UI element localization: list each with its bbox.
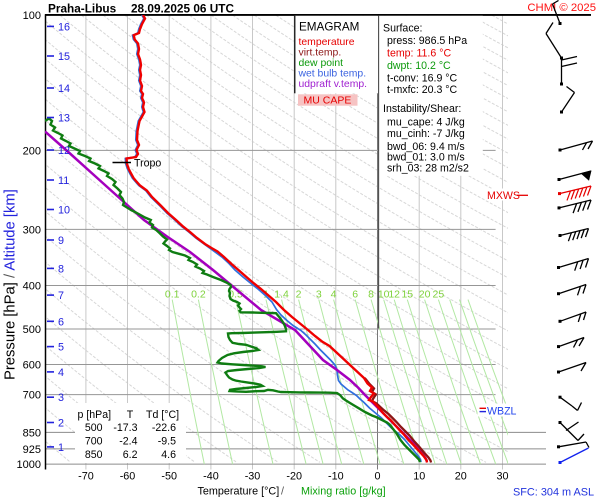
svg-text:600: 600 [23, 359, 41, 371]
svg-text:20: 20 [419, 289, 431, 301]
svg-text:4: 4 [331, 289, 337, 301]
svg-text:t-mxfc: 20.3 °C: t-mxfc: 20.3 °C [387, 84, 458, 96]
svg-text:udpraft v.temp.: udpraft v.temp. [299, 79, 368, 90]
svg-text:temperature: temperature [299, 37, 355, 48]
svg-text:4: 4 [58, 367, 64, 379]
svg-text:0: 0 [374, 471, 380, 483]
svg-text:6.2: 6.2 [123, 449, 138, 461]
svg-text:MXWS: MXWS [487, 190, 520, 202]
svg-text:20: 20 [455, 471, 467, 483]
svg-text:8: 8 [368, 289, 374, 301]
svg-text:bwd_06: 9.4 m/s: bwd_06: 9.4 m/s [387, 141, 465, 153]
svg-text:-40: -40 [203, 471, 219, 483]
svg-text:850: 850 [23, 427, 41, 439]
svg-text:CHMI © 2025: CHMI © 2025 [527, 2, 596, 14]
svg-text:3: 3 [316, 289, 322, 301]
svg-text:1000: 1000 [17, 459, 41, 471]
svg-text:srh_03: 28 m2/s2: srh_03: 28 m2/s2 [387, 162, 469, 174]
svg-text:-2.4: -2.4 [119, 436, 137, 448]
svg-text:Mixing ratio [g/kg]: Mixing ratio [g/kg] [301, 486, 386, 498]
svg-text:500: 500 [85, 422, 103, 434]
svg-text:Temperature [°C]: Temperature [°C] [198, 486, 280, 498]
svg-text:-17.3: -17.3 [113, 422, 137, 434]
svg-text:-9.5: -9.5 [158, 436, 176, 448]
svg-text:300: 300 [23, 224, 41, 236]
svg-text:Tropo: Tropo [134, 157, 161, 169]
svg-text:virt.temp.: virt.temp. [299, 48, 342, 59]
svg-text:12: 12 [388, 289, 400, 301]
svg-text:2: 2 [58, 418, 64, 430]
svg-text:-60: -60 [120, 471, 136, 483]
svg-text:5: 5 [58, 342, 64, 354]
svg-text:mu_cape: 4 J/kg: mu_cape: 4 J/kg [387, 117, 465, 129]
svg-text:500: 500 [23, 324, 41, 336]
svg-text:Surface:: Surface: [383, 23, 422, 35]
svg-text:9: 9 [58, 235, 64, 247]
svg-text:wet bulb temp.: wet bulb temp. [298, 68, 367, 79]
svg-text:16: 16 [58, 21, 70, 33]
svg-text:400: 400 [23, 280, 41, 292]
svg-text:press: 986.5 hPa: press: 986.5 hPa [387, 35, 467, 47]
svg-text:/: / [281, 486, 284, 498]
svg-text:Praha-Libus: Praha-Libus [48, 2, 117, 16]
svg-text:Td [°C]: Td [°C] [146, 409, 179, 421]
svg-text:10: 10 [58, 205, 70, 217]
svg-text:-10: -10 [328, 471, 344, 483]
svg-text:-30: -30 [245, 471, 261, 483]
svg-text:8: 8 [58, 263, 64, 275]
svg-text:200: 200 [23, 145, 41, 157]
svg-text:100: 100 [23, 10, 41, 22]
svg-text:mu_cinh: -7 J/kg: mu_cinh: -7 J/kg [387, 128, 465, 140]
svg-text:Instability/Shear:: Instability/Shear: [383, 103, 461, 115]
svg-text:700: 700 [85, 436, 103, 448]
svg-text:14: 14 [58, 83, 70, 95]
svg-text:13: 13 [58, 113, 70, 125]
svg-text:EMAGRAM: EMAGRAM [299, 21, 359, 34]
svg-text:7: 7 [58, 290, 64, 302]
svg-text:2: 2 [296, 289, 302, 301]
svg-text:3: 3 [58, 392, 64, 404]
svg-text:temp: 11.6 °C: temp: 11.6 °C [387, 48, 451, 60]
svg-text:t-conv: 16.9 °C: t-conv: 16.9 °C [387, 73, 458, 85]
svg-text:700: 700 [23, 390, 41, 402]
svg-text:dew point: dew point [299, 58, 344, 69]
svg-text:MU CAPE: MU CAPE [304, 95, 352, 107]
svg-text:15: 15 [401, 289, 413, 301]
svg-text:30: 30 [496, 471, 508, 483]
svg-text:6: 6 [352, 289, 358, 301]
svg-text:4.6: 4.6 [161, 449, 176, 461]
svg-text:15: 15 [58, 51, 70, 63]
svg-text:1: 1 [58, 442, 64, 454]
svg-text:6: 6 [58, 316, 64, 328]
svg-text:850: 850 [85, 449, 103, 461]
svg-text:11: 11 [58, 175, 69, 187]
svg-text:0.1: 0.1 [165, 289, 180, 301]
svg-text:WBZL: WBZL [487, 406, 517, 418]
svg-text:0.2: 0.2 [191, 289, 206, 301]
svg-text:28.09.2025 06 UTC: 28.09.2025 06 UTC [131, 2, 234, 16]
svg-text:12: 12 [58, 145, 70, 157]
svg-text:-20: -20 [286, 471, 302, 483]
svg-text:925: 925 [23, 444, 41, 456]
svg-text:SFC: 304 m ASL: SFC: 304 m ASL [513, 487, 594, 499]
svg-text:10: 10 [413, 471, 425, 483]
svg-text:dwpt: 10.2 °C: dwpt: 10.2 °C [387, 60, 451, 72]
svg-text:10: 10 [378, 289, 390, 301]
svg-text:-70: -70 [78, 471, 94, 483]
svg-text:T: T [127, 409, 134, 421]
svg-text:bwd_01: 3.0 m/s: bwd_01: 3.0 m/s [387, 151, 465, 163]
svg-text:25: 25 [433, 289, 445, 301]
svg-text:-22.6: -22.6 [152, 422, 176, 434]
svg-text:p [hPa]: p [hPa] [78, 409, 112, 421]
svg-text:1.4: 1.4 [274, 289, 289, 301]
svg-text:-50: -50 [161, 471, 177, 483]
svg-text:Pressure [hPa] / Altitude [km]: Pressure [hPa] / Altitude [km] [3, 189, 19, 380]
